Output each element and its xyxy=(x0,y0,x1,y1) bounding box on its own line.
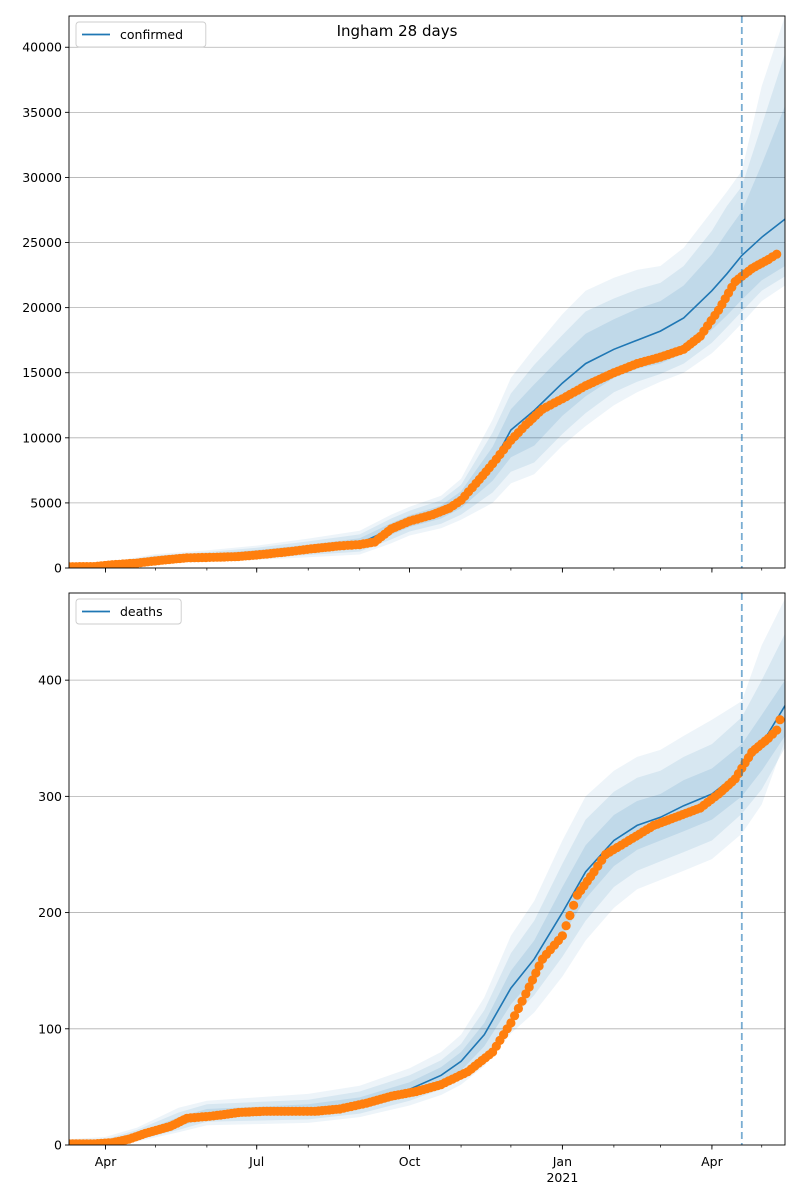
observed-point xyxy=(517,996,527,1006)
y-tick-label: 10000 xyxy=(22,430,62,445)
plot-area xyxy=(69,16,785,568)
observed-point xyxy=(524,982,534,992)
observed-point xyxy=(521,989,531,999)
y-tick-label: 0 xyxy=(54,1138,62,1153)
observed-point xyxy=(569,900,579,910)
y-tick-label: 100 xyxy=(38,1021,62,1036)
observed-point xyxy=(513,1003,524,1014)
x-tick-label: Jul xyxy=(248,1154,264,1169)
x-tick-label: Apr xyxy=(701,1154,723,1169)
y-tick-label: 5000 xyxy=(30,495,62,510)
confidence-band-2 xyxy=(69,633,785,1145)
y-tick-label: 30000 xyxy=(22,170,62,185)
observed-point xyxy=(534,961,544,971)
y-tick-label: 25000 xyxy=(22,235,62,250)
axes-frame xyxy=(68,15,786,569)
y-tick-label: 0 xyxy=(54,561,62,576)
y-tick-label: 20000 xyxy=(22,300,62,315)
x-tick-label: Oct xyxy=(399,1154,421,1169)
y-tick-label: 400 xyxy=(38,673,62,688)
figure-title: Ingham 28 days xyxy=(337,22,458,40)
legend-label: deaths xyxy=(120,604,163,619)
x-year-label: 2021 xyxy=(546,1170,578,1185)
y-tick-label: 200 xyxy=(38,905,62,920)
legend-box xyxy=(75,21,207,48)
legend: deaths xyxy=(75,598,182,625)
y-tick-label: 300 xyxy=(38,789,62,804)
confirmed-panel: 0 5000 10000 15000 20000 25000 30000 35000 40000… xyxy=(22,15,786,576)
confidence-band-3 xyxy=(69,16,785,568)
y-tick-label: 40000 xyxy=(22,40,62,55)
observed-point xyxy=(772,725,782,735)
observed-point xyxy=(565,910,575,921)
axes-frame xyxy=(68,592,786,1146)
confidence-band-2 xyxy=(69,53,785,568)
legend-label: confirmed xyxy=(120,27,183,42)
observed-point xyxy=(506,1018,516,1028)
observed-point xyxy=(775,715,785,725)
plot-area xyxy=(69,598,785,1145)
y-tick-label: 15000 xyxy=(22,365,62,380)
observed-point xyxy=(557,931,568,941)
y-tick-label: 35000 xyxy=(22,105,62,120)
observed-point xyxy=(527,975,538,985)
x-tick-label: Apr xyxy=(95,1154,117,1169)
confidence-band-3 xyxy=(69,598,785,1145)
legend: confirmed xyxy=(75,21,207,48)
observed-point xyxy=(772,249,782,259)
observed-point xyxy=(509,1011,520,1021)
observed-point xyxy=(531,968,541,978)
confidence-band-1 xyxy=(69,105,785,568)
legend-box xyxy=(75,598,182,625)
x-tick-label: Jan xyxy=(552,1154,572,1169)
observed-point xyxy=(561,921,571,931)
